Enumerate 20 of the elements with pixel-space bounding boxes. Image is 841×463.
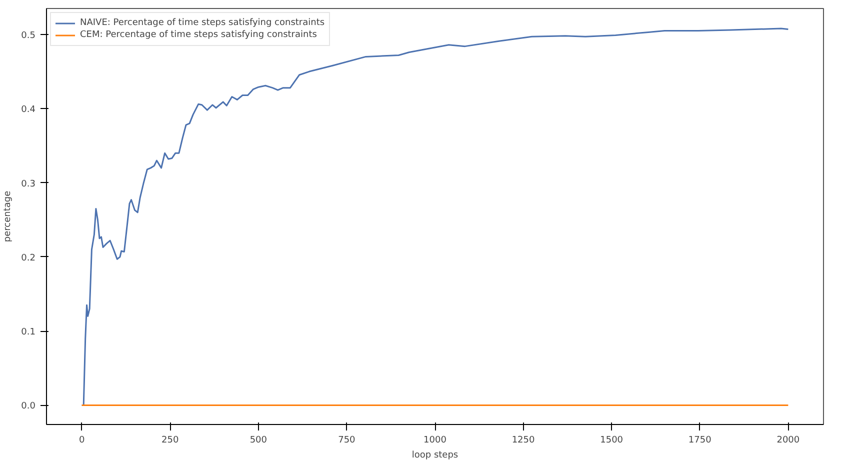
x-tick-label: 1250	[512, 436, 536, 446]
legend-label: CEM: Percentage of time steps satisfying constraints	[80, 29, 317, 41]
y-tick-label: 0.0	[21, 402, 36, 412]
x-tick-label: 1750	[688, 436, 712, 446]
legend-label: NAIVE: Percentage of time steps satisfying constraints	[80, 17, 325, 29]
x-tick-label: 500	[250, 436, 268, 446]
y-axis-title: percentage	[3, 190, 14, 242]
x-tick-label: 0	[78, 436, 85, 446]
y-tick-label: 0.2	[21, 253, 36, 264]
x-tick-label: 1500	[600, 436, 624, 446]
y-tick-label: 0.4	[21, 105, 36, 116]
x-axis-title: loop steps	[412, 450, 458, 460]
y-tick-label: 0.5	[21, 30, 36, 41]
y-tick-label: 0.1	[21, 328, 36, 338]
x-tick-label: 250	[162, 436, 179, 446]
x-tick-label: 2000	[776, 436, 800, 446]
x-tick-label: 1000	[424, 436, 447, 446]
x-tick-label: 750	[338, 436, 356, 446]
y-tick-label: 0.3	[21, 179, 36, 190]
line-series	[81, 28, 789, 406]
